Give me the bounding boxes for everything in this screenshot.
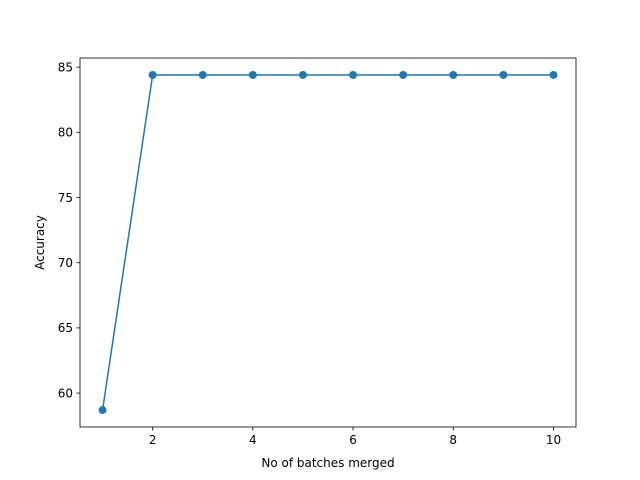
data-point: [449, 70, 458, 79]
y-tick-label: 60: [58, 386, 73, 400]
x-tick-label: 10: [546, 433, 561, 447]
data-point: [98, 406, 107, 415]
data-point: [148, 70, 157, 79]
plot-area: [80, 58, 576, 427]
data-point: [248, 70, 257, 79]
y-tick-label: 75: [58, 191, 73, 205]
y-tick-label: 65: [58, 321, 73, 335]
y-axis-label: Accuracy: [33, 215, 47, 270]
y-tick-label: 70: [58, 256, 73, 270]
series-line: [101, 74, 554, 411]
data-point: [549, 70, 558, 79]
data-point: [349, 70, 358, 79]
plot-frame: [79, 57, 577, 428]
x-axis-label: No of batches merged: [261, 456, 394, 470]
series-layer: [98, 70, 558, 415]
x-tick-label: 2: [149, 433, 157, 447]
x-tick-label: 6: [349, 433, 357, 447]
data-point: [499, 70, 508, 79]
x-axis-ticks: 2 4 6 8 10: [149, 427, 561, 447]
y-axis-ticks: 60 65 70 75 80 85: [58, 60, 80, 400]
y-tick-label: 80: [58, 126, 73, 140]
x-tick-label: 4: [249, 433, 257, 447]
y-tick-label: 85: [58, 60, 73, 74]
data-point: [298, 70, 307, 79]
data-point: [399, 70, 408, 79]
x-tick-label: 8: [449, 433, 457, 447]
data-point: [198, 70, 207, 79]
